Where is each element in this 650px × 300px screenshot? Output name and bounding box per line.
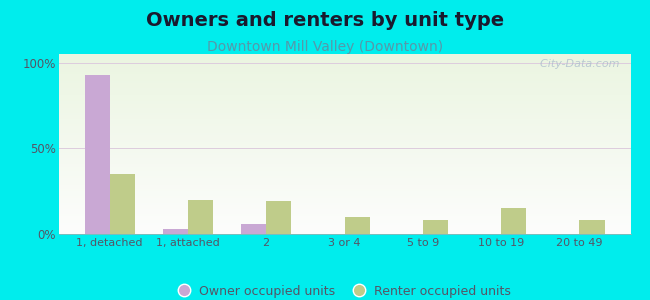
Bar: [58, 70, 630, 72]
Bar: [58, 140, 630, 142]
Bar: [110, 174, 135, 234]
Bar: [58, 126, 630, 128]
Bar: [58, 198, 630, 200]
Bar: [241, 224, 266, 234]
Bar: [58, 180, 630, 182]
Bar: [58, 97, 630, 99]
Bar: [84, 75, 110, 234]
Text: Owners and renters by unit type: Owners and renters by unit type: [146, 11, 504, 29]
Bar: [58, 54, 630, 56]
Bar: [58, 74, 630, 76]
Bar: [58, 72, 630, 74]
Bar: [58, 202, 630, 205]
Bar: [58, 101, 630, 104]
Bar: [58, 112, 630, 115]
Bar: [58, 232, 630, 234]
Bar: [58, 196, 630, 198]
Bar: [58, 220, 630, 223]
Bar: [58, 178, 630, 180]
Bar: [58, 122, 630, 124]
Bar: [58, 58, 630, 61]
Bar: [58, 218, 630, 220]
Bar: [58, 63, 630, 65]
Bar: [58, 61, 630, 63]
Bar: [58, 200, 630, 202]
Bar: [58, 225, 630, 227]
Bar: [58, 85, 630, 88]
Bar: [422, 220, 448, 234]
Bar: [58, 90, 630, 92]
Bar: [58, 184, 630, 187]
Bar: [58, 81, 630, 83]
Bar: [58, 205, 630, 207]
Bar: [58, 110, 630, 112]
Bar: [58, 223, 630, 225]
Bar: [58, 171, 630, 173]
Text: Downtown Mill Valley (Downtown): Downtown Mill Valley (Downtown): [207, 40, 443, 55]
Legend: Owner occupied units, Renter occupied units: Owner occupied units, Renter occupied un…: [174, 280, 515, 300]
Bar: [58, 76, 630, 79]
Bar: [58, 230, 630, 232]
Bar: [58, 207, 630, 209]
Bar: [344, 217, 370, 234]
Bar: [58, 227, 630, 230]
Bar: [58, 155, 630, 158]
Bar: [58, 189, 630, 191]
Bar: [58, 144, 630, 146]
Bar: [58, 128, 630, 130]
Bar: [188, 200, 213, 234]
Bar: [162, 229, 188, 234]
Bar: [58, 169, 630, 171]
Bar: [58, 212, 630, 214]
Bar: [58, 133, 630, 135]
Bar: [58, 103, 630, 106]
Bar: [58, 182, 630, 184]
Bar: [58, 142, 630, 144]
Bar: [58, 119, 630, 122]
Bar: [58, 124, 630, 126]
Bar: [58, 162, 630, 164]
Text: City-Data.com: City-Data.com: [532, 59, 619, 69]
Bar: [58, 88, 630, 90]
Bar: [58, 65, 630, 68]
Bar: [58, 148, 630, 151]
Bar: [58, 158, 630, 160]
Bar: [58, 117, 630, 119]
Bar: [58, 216, 630, 218]
Bar: [58, 92, 630, 95]
Bar: [58, 108, 630, 110]
Bar: [58, 167, 630, 169]
Bar: [58, 106, 630, 108]
Bar: [58, 151, 630, 153]
Bar: [58, 137, 630, 140]
Bar: [58, 209, 630, 211]
Bar: [58, 191, 630, 194]
Bar: [58, 194, 630, 196]
Bar: [266, 201, 291, 234]
Bar: [58, 135, 630, 137]
Bar: [579, 220, 604, 234]
Bar: [58, 115, 630, 117]
Bar: [58, 83, 630, 86]
Bar: [58, 56, 630, 58]
Bar: [58, 130, 630, 133]
Bar: [58, 79, 630, 81]
Bar: [58, 173, 630, 176]
Bar: [58, 187, 630, 189]
Bar: [501, 208, 526, 234]
Bar: [58, 94, 630, 97]
Bar: [58, 176, 630, 178]
Bar: [58, 99, 630, 101]
Bar: [58, 68, 630, 70]
Bar: [58, 153, 630, 155]
Bar: [58, 214, 630, 216]
Bar: [58, 160, 630, 162]
Bar: [58, 146, 630, 148]
Bar: [58, 164, 630, 166]
